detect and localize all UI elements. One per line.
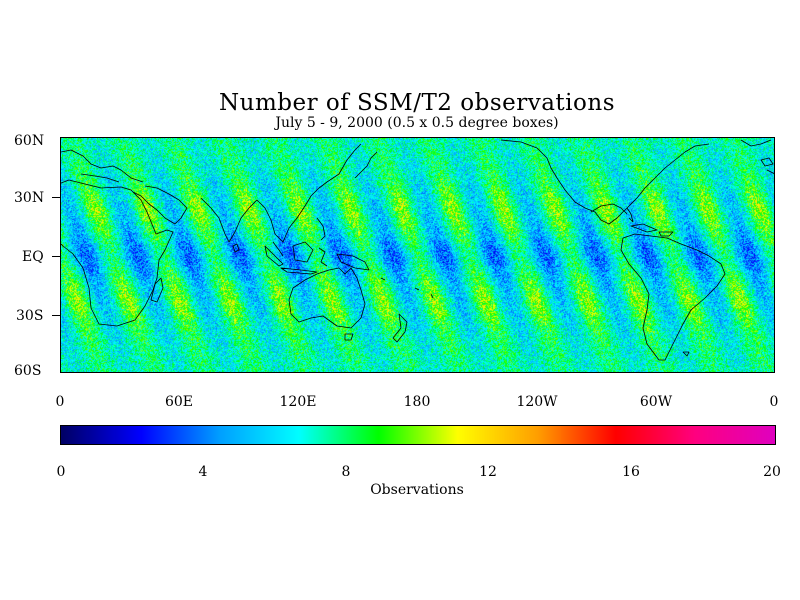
coast-se-asia	[256, 143, 362, 243]
coast-falklands	[682, 351, 690, 357]
coastlines	[61, 139, 774, 361]
coast-iceland	[760, 157, 774, 167]
coast-sulawesi	[318, 247, 328, 267]
coast-florida	[626, 207, 634, 223]
coast-java	[280, 267, 318, 275]
lon-label-180: 180	[403, 394, 431, 410]
lon-label-60e: 60E	[164, 394, 194, 410]
coast-gulf	[590, 203, 628, 215]
lon-label-0: 0	[55, 394, 65, 410]
lat-tick	[52, 315, 60, 316]
coast-south-america	[620, 233, 726, 361]
lat-label-eq: EQ	[22, 249, 44, 265]
coast-sri-lanka	[232, 243, 240, 253]
coast-pacific-islands	[380, 277, 434, 299]
lon-label-0-east: 0	[769, 394, 779, 410]
chart-title: Number of SSM/T2 observations	[219, 90, 615, 116]
chart-subtitle: July 5 - 9, 2000 (0.5 x 0.5 degree boxes…	[275, 115, 559, 131]
lat-label-60n: 60N	[14, 133, 45, 149]
colorbar-tick-0: 0	[56, 464, 66, 480]
coast-europe-west	[766, 169, 774, 174]
coast-borneo	[292, 241, 314, 263]
colorbar-tick-4: 4	[198, 464, 208, 480]
colorbar-tick-16: 16	[622, 464, 640, 480]
colorbar-tick-8: 8	[341, 464, 351, 480]
coast-north-america	[500, 139, 710, 225]
lat-label-60s: 60S	[14, 363, 42, 379]
coast-japan	[354, 151, 378, 179]
coast-hispaniola	[658, 231, 674, 237]
coast-madagascar	[150, 277, 164, 303]
coast-med	[80, 173, 120, 183]
lat-tick	[52, 256, 60, 257]
coast-europe	[61, 149, 144, 183]
lon-label-120w: 120W	[516, 394, 558, 410]
lat-tick	[52, 197, 60, 198]
coast-sumatra	[264, 245, 284, 267]
coast-tasmania	[344, 333, 354, 341]
coast-cuba	[630, 223, 658, 233]
coast-new-zealand	[392, 313, 408, 343]
colorbar	[60, 425, 776, 445]
lat-label-30n: 30N	[14, 190, 45, 206]
coast-africa	[61, 179, 174, 327]
colorbar-title: Observations	[370, 482, 464, 498]
observation-map	[60, 137, 775, 373]
observation-field	[61, 138, 774, 372]
colorbar-tick-12: 12	[479, 464, 497, 480]
lon-label-120e: 120E	[279, 394, 317, 410]
lat-label-30s: 30S	[16, 308, 44, 324]
coast-australia	[288, 267, 366, 329]
coast-new-guinea	[336, 253, 370, 271]
lon-label-60w: 60W	[639, 394, 673, 410]
coast-india	[200, 197, 258, 243]
coast-malay	[272, 241, 284, 257]
colorbar-tick-20: 20	[763, 464, 781, 480]
coast-philippines	[316, 217, 326, 241]
coast-arabia	[132, 185, 188, 225]
coast-greenland	[740, 139, 772, 147]
